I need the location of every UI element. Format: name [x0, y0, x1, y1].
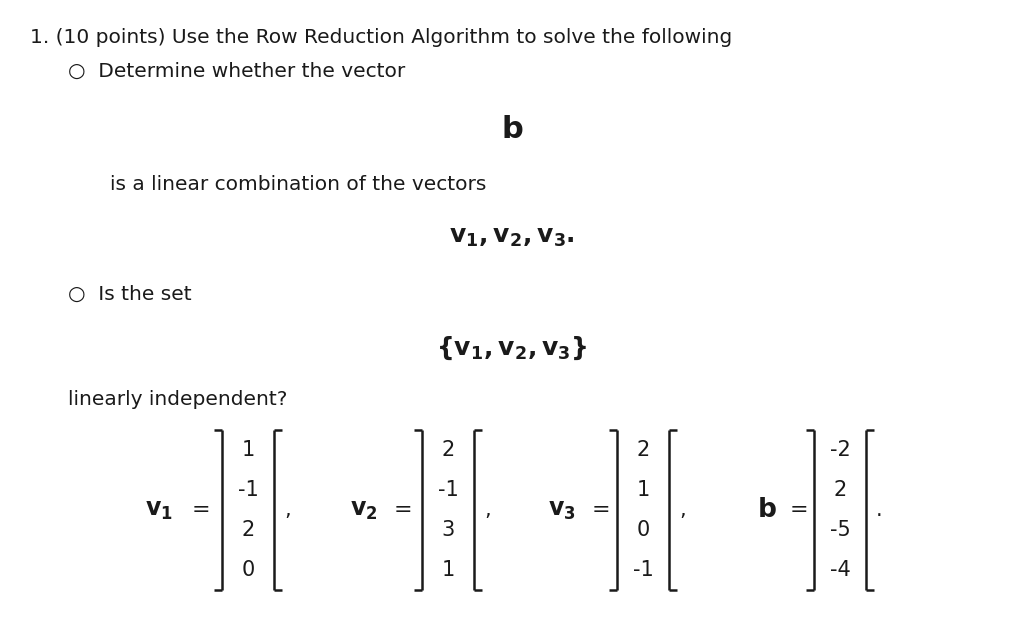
Text: 0: 0: [242, 560, 255, 580]
Text: 2: 2: [441, 440, 455, 460]
Text: 1: 1: [636, 480, 649, 500]
Text: -1: -1: [238, 480, 258, 500]
Text: ○  Is the set: ○ Is the set: [68, 285, 191, 304]
Text: $\mathbf{v_2}$: $\mathbf{v_2}$: [350, 498, 378, 522]
Text: -1: -1: [437, 480, 459, 500]
Text: -2: -2: [829, 440, 850, 460]
Text: 2: 2: [834, 480, 847, 500]
Text: ,: ,: [484, 500, 490, 520]
Text: 2: 2: [636, 440, 649, 460]
Text: linearly independent?: linearly independent?: [68, 390, 288, 409]
Text: $\mathbf{b}$: $\mathbf{b}$: [501, 115, 523, 144]
Text: 1: 1: [242, 440, 255, 460]
Text: =: =: [394, 500, 413, 520]
Text: -1: -1: [633, 560, 653, 580]
Text: $\mathbf{v_1}$: $\mathbf{v_1}$: [145, 498, 173, 522]
Text: 2: 2: [242, 520, 255, 540]
Text: 3: 3: [441, 520, 455, 540]
Text: -4: -4: [829, 560, 850, 580]
Text: $\mathbf{v_1, v_2, v_3.}$: $\mathbf{v_1, v_2, v_3.}$: [450, 225, 574, 249]
Text: 1. (10 points) Use the Row Reduction Algorithm to solve the following: 1. (10 points) Use the Row Reduction Alg…: [30, 28, 732, 47]
Text: =: =: [592, 500, 610, 520]
Text: 0: 0: [636, 520, 649, 540]
Text: ○  Determine whether the vector: ○ Determine whether the vector: [68, 62, 406, 81]
Text: 1: 1: [441, 560, 455, 580]
Text: ,: ,: [679, 500, 686, 520]
Text: -5: -5: [829, 520, 850, 540]
Text: $\mathbf{\{v_1, v_2, v_3\}}$: $\mathbf{\{v_1, v_2, v_3\}}$: [436, 335, 588, 363]
Text: .: .: [876, 500, 883, 520]
Text: ,: ,: [284, 500, 291, 520]
Text: $\mathbf{v_3}$: $\mathbf{v_3}$: [548, 498, 575, 522]
Text: is a linear combination of the vectors: is a linear combination of the vectors: [110, 175, 486, 194]
Text: $\mathbf{b}$: $\mathbf{b}$: [757, 497, 777, 523]
Text: =: =: [193, 500, 211, 520]
Text: =: =: [790, 500, 809, 520]
